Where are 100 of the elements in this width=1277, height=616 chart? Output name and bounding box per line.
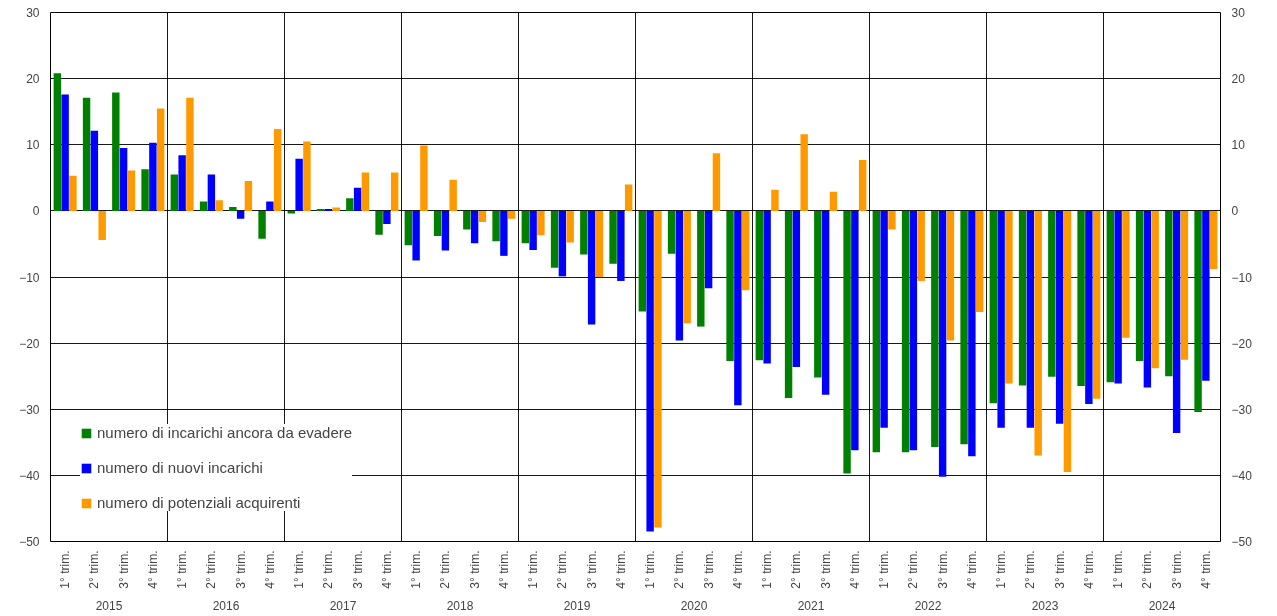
x-tick-label: 3° trim. xyxy=(1169,550,1184,589)
bar xyxy=(207,174,216,211)
x-tick-label: 4° trim. xyxy=(262,550,277,589)
bar xyxy=(529,210,537,250)
bar xyxy=(734,210,742,406)
bar xyxy=(872,210,881,453)
bar xyxy=(441,210,450,251)
bar xyxy=(1209,210,1218,270)
text: 2015 xyxy=(95,598,123,613)
bar xyxy=(178,155,186,211)
bar xyxy=(1122,210,1130,338)
y2-tick-label: 20 xyxy=(1231,72,1246,87)
legend-label: numero di potenziali acquirenti xyxy=(97,494,301,511)
x-tick-label: 2° trim. xyxy=(87,550,102,589)
bar xyxy=(566,210,574,243)
bar xyxy=(521,210,530,244)
bar xyxy=(112,92,120,211)
bar xyxy=(851,210,859,451)
bar xyxy=(186,97,194,211)
bar xyxy=(587,210,596,325)
bar xyxy=(470,210,479,244)
x-tick-label: 3° trim. xyxy=(935,550,950,589)
bar xyxy=(683,210,691,324)
bar xyxy=(90,130,99,211)
x-tick-label: 2° trim. xyxy=(438,550,453,589)
x-tick-label: 1° trim. xyxy=(877,550,892,589)
bar xyxy=(1143,210,1152,388)
x-tick-label: 1° trim. xyxy=(994,550,1009,589)
text: 2020 xyxy=(680,598,708,613)
bar xyxy=(1151,210,1159,369)
y-tick-label: 10 xyxy=(26,138,40,153)
bar xyxy=(1135,210,1144,361)
bar xyxy=(61,94,69,211)
x-tick-label: 4° trim. xyxy=(964,550,979,589)
bar xyxy=(156,108,165,211)
bar xyxy=(712,153,721,211)
x-tick-label: 1° trim. xyxy=(409,550,424,589)
y-tick-label: −50 xyxy=(19,535,40,549)
bar xyxy=(550,210,559,268)
bar xyxy=(1026,210,1035,428)
x-tick-label: 3° trim. xyxy=(350,550,365,589)
bar xyxy=(82,97,91,211)
bar xyxy=(346,198,354,211)
x-tick-label: 2° trim. xyxy=(789,550,804,589)
x-tick-label: 1° trim. xyxy=(760,550,775,589)
bar xyxy=(353,187,362,211)
bar xyxy=(771,189,779,211)
bar xyxy=(258,210,266,239)
bar xyxy=(449,179,457,211)
bar xyxy=(69,175,77,211)
bar xyxy=(667,210,676,254)
bar xyxy=(960,210,968,445)
bar xyxy=(917,210,925,281)
x-tick-label: 1° trim. xyxy=(643,550,658,589)
bar xyxy=(53,73,62,211)
bar xyxy=(609,210,617,264)
text: 2017 xyxy=(329,598,357,613)
bar xyxy=(287,210,296,214)
bar xyxy=(1180,210,1189,360)
x-tick-label: 3° trim. xyxy=(116,550,131,589)
y2-tick-label: 30 xyxy=(1231,6,1246,20)
bar xyxy=(829,191,838,211)
x-tick-label: 2° trim. xyxy=(672,550,687,589)
x-tick-label: 3° trim. xyxy=(584,550,599,589)
bar xyxy=(463,210,471,230)
bar xyxy=(617,210,625,281)
bar xyxy=(763,210,771,364)
y-tick-label: −40 xyxy=(19,468,40,483)
bar xyxy=(814,210,822,378)
bar xyxy=(938,210,947,477)
bar xyxy=(975,210,984,313)
bar xyxy=(420,145,428,211)
x-tick-label: 2° trim. xyxy=(321,550,336,589)
y2-tick-label: −40 xyxy=(1231,468,1253,483)
bar xyxy=(266,201,274,211)
x-tick-label: 4° trim. xyxy=(730,550,745,589)
bar xyxy=(141,169,149,211)
text: 2024 xyxy=(1148,598,1176,613)
y2-tick-label: −10 xyxy=(1231,270,1253,285)
bar xyxy=(244,181,253,211)
bar xyxy=(654,210,662,528)
x-tick-label: 3° trim. xyxy=(818,550,833,589)
text: 2018 xyxy=(446,598,474,613)
bar xyxy=(946,210,955,341)
bar xyxy=(901,210,910,453)
bar xyxy=(149,142,157,211)
bar xyxy=(843,210,851,474)
bar xyxy=(558,210,567,277)
bar xyxy=(390,172,399,211)
bar xyxy=(741,210,750,291)
bar xyxy=(375,210,383,235)
legend-label: numero di incarichi ancora da evadere xyxy=(97,424,353,441)
bar xyxy=(127,170,136,211)
bar xyxy=(433,210,442,236)
bar xyxy=(821,210,830,395)
bar xyxy=(800,134,808,211)
x-tick-label: 3° trim. xyxy=(701,550,716,589)
bar xyxy=(1034,210,1042,456)
bar xyxy=(638,210,647,312)
x-tick-label: 4° trim. xyxy=(847,550,862,589)
